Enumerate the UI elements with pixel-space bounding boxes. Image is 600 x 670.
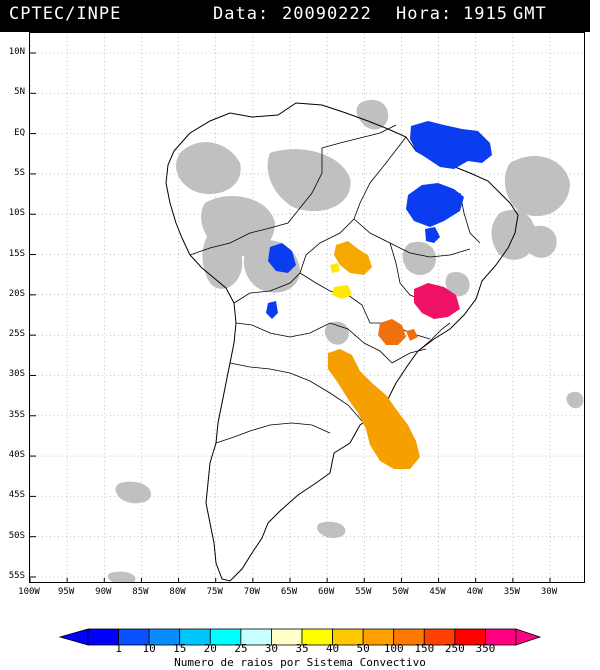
lon-label-45W: 45W [429,587,446,597]
lat-label-10N: 10N [8,47,25,57]
lat-label-20S: 20S [8,288,25,299]
cluster-mato-grosso [334,241,372,275]
cloud-colombia [176,142,241,194]
colorbar-label: 350 [475,642,496,655]
lightning-clusters [266,121,492,469]
colorbar [58,628,542,646]
colorbar-label: 100 [383,642,404,655]
map-canvas [30,33,584,582]
cloud-peru [202,232,243,289]
lon-label-90W: 90W [95,587,112,597]
colorbar-arrow-right [515,628,542,646]
cluster-parana [378,319,406,345]
hour-value: 1915 [463,4,508,24]
cloud-minas [445,271,470,297]
cluster-bolivia [268,243,296,273]
lon-label-95W: 95W [58,587,75,597]
cluster-northeast-brazil [406,183,464,227]
cloud-guianas [356,99,389,130]
lat-label-35S: 35S [8,409,25,420]
colorbar-caption: Numero de raios por Sistema Convectivo [174,656,426,669]
colorbar-arrow-left [58,628,89,646]
colorbar-label: 150 [414,642,435,655]
agency-title: CPTEC/INPE [9,4,122,24]
cluster-north-brazil [410,121,492,169]
timezone-label: GMT [513,4,547,24]
colorbar-swatch [87,628,119,646]
lon-label-80W: 80W [169,587,186,597]
lon-label-30W: 30W [540,587,558,597]
graticule [30,33,584,582]
lat-label-50S: 50S [8,530,25,541]
cloud-patagonia-1 [115,481,151,504]
coastline [165,102,519,582]
cloud-cover [107,99,584,582]
date-label: Data: [213,4,270,24]
hour-label: Hora: [396,4,453,24]
colorbar-label: 15 [173,642,187,655]
lat-label-15S: 15S [8,248,25,259]
lat-label-25S: 25S [8,329,25,340]
colorbar-label: 20 [203,642,217,655]
lon-label-40W: 40W [466,587,483,597]
lat-label-10S: 10S [8,208,25,219]
cluster-bolivia-2 [266,301,278,319]
lon-label-50W: 50W [392,587,409,597]
lon-label-85W: 85W [132,587,149,597]
cluster-paraguay [332,285,352,299]
cluster-sao-paulo [414,283,460,319]
colorbar-label: 30 [264,642,279,655]
colorbar-label: 35 [295,642,309,655]
lon-label-65W: 65W [280,587,298,597]
colorbar-label: 10 [142,642,156,655]
colorbar-label: 1 [115,642,122,655]
lon-label-35W: 35W [503,587,520,597]
cluster-parana-2 [406,329,418,341]
lat-label-EQ: EQ [14,127,25,138]
colorbar-label: 50 [356,642,370,655]
colorbar-label: 40 [325,642,340,655]
lon-label-60W: 60W [318,587,335,597]
lon-label-75W: 75W [206,587,223,597]
lat-label-40S: 40S [8,450,25,461]
lat-label-30S: 30S [8,369,25,380]
lon-label-55W: 55W [355,587,372,597]
colorbar-label: 250 [444,642,465,655]
cloud-amazon-central [267,149,351,212]
country-borders [189,124,481,444]
map-frame [29,32,585,583]
lat-label-45S: 45S [8,490,25,501]
cloud-east-atlantic [566,391,584,409]
colorbar-label: 25 [234,642,248,655]
cluster-mato-grosso-2 [330,263,340,273]
cloud-northeast [504,155,570,217]
title-bar: CPTEC/INPE Data: 20090222 Hora: 1915 GMT [0,0,590,32]
lat-label-55S: 55S [8,571,25,581]
cloud-atlantic [525,225,557,258]
cloud-patagonia-2 [317,521,346,539]
lon-label-70W: 70W [243,587,260,597]
lon-label-100W: 100W [18,587,40,597]
cluster-argentina-uruguay-2 [342,373,366,399]
cloud-goias [402,241,436,275]
date-value: 20090222 [282,4,372,24]
cluster-northeast-brazil-2 [425,227,440,243]
lat-label-5N: 5N [14,87,25,98]
lat-label-5S: 5S [14,167,25,178]
cloud-south-tip [107,571,136,582]
